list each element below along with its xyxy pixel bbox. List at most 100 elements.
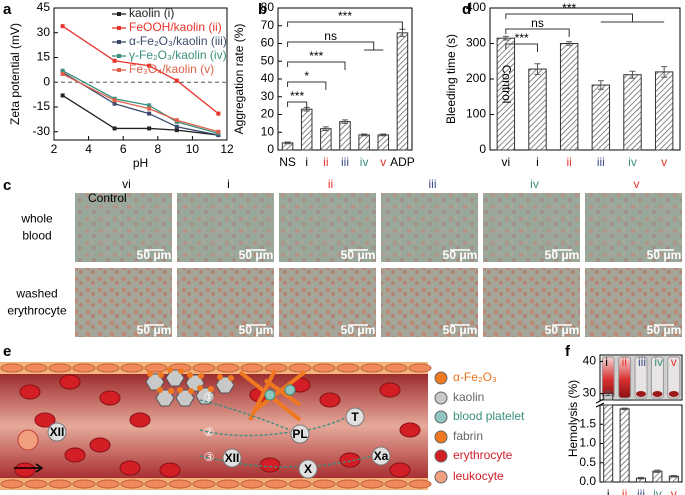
y-tick-label: 20 [261,107,275,121]
bar [559,43,579,151]
endothelial-cell [72,363,96,373]
factor-label: T [351,410,359,424]
significance-bracket [505,28,570,37]
legend-label: kaolin [453,390,484,404]
significance-bracket [287,41,384,51]
endothelial-cell [384,479,408,489]
panel-label: f [565,343,571,360]
error-bar [534,63,541,75]
point [60,72,65,76]
tube-label: i [605,355,608,369]
y-axis-title: Aggregation rate (%) [232,24,246,135]
significance-label: *** [290,89,304,103]
y-tick-label: 70 [261,18,275,32]
column-label: i [227,177,230,191]
bar [623,74,642,151]
tube [650,356,664,399]
x-tick-label: vi [501,155,510,169]
endothelial-cell [240,479,264,489]
error-bar [670,474,677,478]
y-tick-label: 45 [37,0,51,14]
point [60,93,65,98]
nanoparticle [188,388,194,394]
row-label: washed [15,287,57,301]
point [112,98,117,103]
bar [358,134,370,151]
panel-label: d [462,1,471,18]
legend-label: kaolin (i) [129,6,174,20]
erythrocyte [259,457,281,473]
y-tick-label: 300 [466,36,486,50]
point [174,118,179,123]
column-label: iv [530,177,539,191]
factor [345,407,365,427]
y-tick-label: 60 [261,36,275,50]
y-axis-title: Zeta potential (mV) [8,23,22,125]
legend-icon [434,430,448,444]
x-tick-label: 10 [186,142,200,156]
point [147,126,152,131]
x-tick-label: i [607,487,610,495]
point [174,128,179,133]
control-label: Control [88,191,127,205]
panel-label: c [3,177,11,194]
legend-marker [117,54,121,58]
nanoparticle [168,388,174,394]
x-tick-label: v [671,487,677,495]
x-tick-label: 4 [85,142,92,156]
legend-label: α-Fe₂O₃/kaolin (iii) [129,34,227,48]
erythrocyte [19,384,41,400]
endothelial-cell [192,363,216,373]
error-bar [621,407,628,411]
x-tick-label: iv [628,155,637,169]
legend-label: leukocyte [453,469,504,483]
step-label: ③ [204,450,215,464]
erythrocyte [89,437,111,453]
platelet [264,389,276,401]
factor [298,459,318,479]
endothelial-cell [216,363,240,373]
y-tick-label: 30 [261,89,275,103]
bar [619,408,630,483]
legend-label: α-Fe₂O₃ [453,370,497,384]
step-label: ② [204,425,215,439]
plot-frame [599,354,683,401]
tube [634,356,648,399]
erythrocyte [34,412,56,428]
x-tick-label: 2 [51,142,58,156]
endothelial-cell [48,479,72,489]
y-tick-label: -30 [33,124,51,138]
bar [377,134,390,151]
legend-icon [434,391,448,405]
endothelial-cell [288,479,312,489]
endothelial-cell [408,363,432,373]
scale-bar-label: 50 μm [545,248,580,262]
erythrocyte [399,422,421,438]
erythrocyte [389,462,411,478]
nanoparticle [167,367,173,373]
x-tick-label: v [661,155,667,169]
y-tick-label: 10 [261,124,275,138]
y-tick-label: 40 [261,71,275,85]
nanoparticle [178,368,184,374]
point [112,58,117,63]
endothelial-cell [24,479,48,489]
legend-icon [434,470,448,484]
endothelial-cell [96,479,120,489]
bar [591,84,611,151]
x-tick-label: NS [279,155,296,169]
nanoparticle [217,374,223,380]
y-tick-label: 0 [43,74,50,88]
y-tick-label: 30 [37,25,51,39]
endothelial-cell [24,363,48,373]
legend-label: erythrocyte [453,448,513,462]
row-label: erythrocyte [7,304,67,318]
legend-marker [117,26,121,30]
scale-bar-label: 50 μm [239,323,274,337]
y-tick-label: -15 [33,99,51,113]
y-axis-title: Bleeding time (s) [444,34,458,124]
significance-label: ns [531,16,544,30]
legend-marker [117,12,121,16]
erythrocyte [339,452,361,468]
series-line [62,94,219,136]
